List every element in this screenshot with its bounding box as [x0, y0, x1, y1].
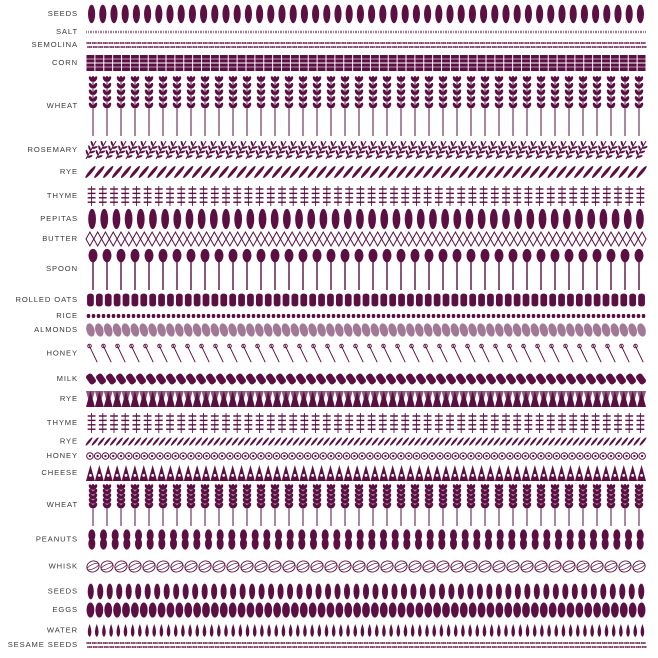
row-label: HONEY	[46, 349, 78, 358]
pattern-band	[85, 437, 647, 446]
row-label: THYME	[47, 418, 78, 427]
pattern-band	[86, 642, 647, 648]
pattern-row: ROSEMARY	[27, 140, 648, 160]
pattern-band	[87, 583, 645, 600]
row-label: HONEY	[46, 451, 78, 460]
pattern-band	[88, 483, 644, 526]
pattern-band	[86, 391, 646, 407]
pattern-row: WHEAT	[47, 75, 644, 136]
pattern-row: CHEESE	[41, 465, 646, 481]
row-label: CORN	[52, 58, 78, 67]
pattern-row: HONEY	[46, 343, 644, 363]
pattern-band	[86, 373, 646, 385]
pattern-row: WATER	[47, 624, 645, 637]
row-label: RYE	[60, 167, 78, 176]
row-label: ROLLED OATS	[15, 295, 78, 304]
pattern-band	[87, 624, 645, 637]
pattern-band	[86, 602, 646, 618]
pattern-row: SEMOLINA	[32, 40, 647, 49]
pattern-row: HONEY	[46, 451, 646, 460]
pattern-row: SESAME SEEDS	[8, 640, 647, 649]
pattern-row: PEPITAS	[40, 208, 644, 230]
pattern-row: RYE	[60, 391, 646, 407]
row-label: MILK	[57, 374, 78, 383]
pattern-band	[88, 248, 644, 290]
row-label: SESAME SEEDS	[8, 640, 78, 649]
row-label: WHISK	[49, 562, 78, 571]
row-label: RYE	[60, 394, 78, 403]
pattern-band	[86, 323, 646, 337]
pattern-band	[86, 55, 646, 71]
pattern-band	[86, 42, 647, 48]
pattern-band	[88, 75, 644, 136]
row-label: THYME	[47, 191, 78, 200]
pattern-row: SALT	[56, 27, 646, 36]
row-label: CHEESE	[41, 468, 78, 477]
pattern-band	[87, 186, 645, 206]
pattern-row: RYE	[60, 437, 647, 446]
pattern-row: THYME	[47, 186, 645, 206]
row-label: WATER	[47, 626, 78, 635]
pattern-band	[85, 230, 647, 248]
pattern-row: CORN	[52, 55, 646, 71]
pattern-band	[87, 293, 645, 307]
pattern-row: MILK	[57, 373, 646, 385]
pattern-band	[87, 413, 645, 433]
row-label: WHEAT	[47, 101, 78, 110]
row-label: BUTTER	[42, 234, 78, 243]
pattern-row: EGGS	[52, 602, 646, 618]
row-label: SALT	[56, 27, 78, 36]
row-label: SPOON	[46, 264, 78, 273]
row-label: EGGS	[52, 605, 78, 614]
pattern-row: WHEAT	[47, 483, 644, 526]
pattern-row: PEANUTS	[36, 529, 644, 550]
row-label: PEANUTS	[36, 535, 78, 544]
pattern-row: SEEDS	[48, 583, 645, 600]
pattern-row: ROLLED OATS	[15, 293, 645, 307]
pattern-band	[86, 452, 646, 460]
pattern-band	[86, 314, 646, 318]
pattern-row: RICE	[56, 311, 646, 320]
pattern-row: SPOON	[46, 248, 644, 290]
pattern-band	[86, 465, 646, 481]
pattern-band	[88, 208, 644, 230]
pattern-band	[86, 560, 646, 573]
row-label: ROSEMARY	[27, 145, 78, 154]
pattern-band	[88, 4, 644, 24]
row-label: PEPITAS	[40, 214, 78, 223]
row-label: SEMOLINA	[32, 40, 78, 49]
row-label: ALMONDS	[34, 325, 78, 334]
pattern-row: BUTTER	[42, 230, 647, 248]
row-label: RICE	[56, 311, 78, 320]
pattern-row: WHISK	[49, 560, 646, 573]
pattern-row: SEEDS	[48, 4, 644, 24]
pattern-band	[87, 343, 644, 363]
pattern-row: RYE	[60, 166, 647, 178]
row-label: WHEAT	[47, 500, 78, 509]
pattern-band	[85, 166, 647, 178]
row-label: SEEDS	[48, 9, 78, 18]
row-label: SEEDS	[48, 587, 78, 596]
row-label: RYE	[60, 437, 78, 446]
pattern-band	[88, 529, 644, 550]
pattern-row: ALMONDS	[34, 323, 646, 337]
pattern-row: THYME	[47, 413, 645, 433]
pattern-band	[85, 140, 648, 160]
